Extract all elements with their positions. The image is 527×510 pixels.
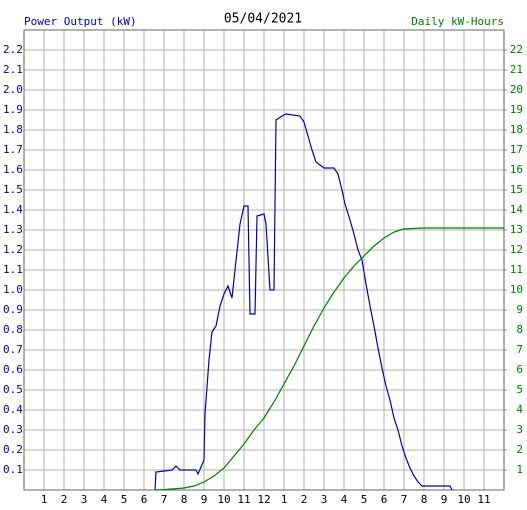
x-tick-label: 1 (41, 493, 48, 506)
y-tick-label: 1.7 (3, 143, 23, 156)
y2-tick-label: 7 (516, 343, 523, 356)
y2-tick-label: 20 (510, 83, 523, 96)
x-tick-label: 2 (61, 493, 68, 506)
y-tick-label: 0.1 (3, 463, 23, 476)
y2-tick-label: 6 (516, 363, 523, 376)
y2-tick-label: 17 (510, 143, 523, 156)
x-tick-label: 5 (121, 493, 128, 506)
y2-tick-label: 5 (516, 383, 523, 396)
x-tick-label: 3 (81, 493, 88, 506)
x-tick-label: 11 (477, 493, 490, 506)
y-tick-label: 0.9 (3, 303, 23, 316)
y2-tick-label: 8 (516, 323, 523, 336)
y-tick-label: 0.6 (3, 363, 23, 376)
y-tick-label: 1.8 (3, 123, 23, 136)
y-tick-label: 2.1 (3, 63, 23, 76)
x-tick-label: 6 (381, 493, 388, 506)
x-tick-label: 5 (361, 493, 368, 506)
y-tick-label: 0.5 (3, 383, 23, 396)
y-tick-label: 1.0 (3, 283, 23, 296)
y2-tick-label: 15 (510, 183, 523, 196)
y-tick-label: 1.9 (3, 103, 23, 116)
y2-tick-label: 10 (510, 283, 523, 296)
y-tick-label: 0.2 (3, 443, 23, 456)
chart-title: 05/04/2021 (224, 12, 302, 27)
y-tick-label: 1.6 (3, 163, 23, 176)
y-tick-label: 1.4 (3, 203, 23, 216)
y2-tick-label: 9 (516, 303, 523, 316)
x-tick-label: 8 (181, 493, 188, 506)
y-axis-title: Power Output (kW) (24, 15, 137, 28)
series-line (155, 227, 504, 491)
y-tick-label: 0.3 (3, 423, 23, 436)
y2-tick-label: 2 (516, 443, 523, 456)
x-tick-label: 10 (217, 493, 230, 506)
x-tick-label: 2 (301, 493, 308, 506)
x-tick-label: 4 (341, 493, 348, 506)
x-tick-label: 1 (281, 493, 288, 506)
y2-tick-label: 13 (510, 223, 523, 236)
y-tick-label: 0.8 (3, 323, 23, 336)
series-line (154, 113, 453, 491)
y-tick-label: 2.0 (3, 83, 23, 96)
y2-tick-label: 1 (516, 463, 523, 476)
x-tick-label: 11 (237, 493, 250, 506)
y2-tick-label: 4 (516, 403, 523, 416)
y-tick-label: 0.4 (3, 403, 23, 416)
y2-tick-label: 11 (510, 263, 523, 276)
y2-tick-label: 3 (516, 423, 523, 436)
x-tick-label: 6 (141, 493, 148, 506)
x-tick-label: 9 (441, 493, 448, 506)
y2-tick-label: 14 (510, 203, 524, 216)
x-tick-label: 4 (101, 493, 108, 506)
x-tick-label: 7 (401, 493, 408, 506)
x-tick-label: 7 (161, 493, 168, 506)
x-tick-label: 8 (421, 493, 428, 506)
plot-frame (23, 29, 505, 491)
y2-tick-label: 22 (510, 43, 523, 56)
x-tick-label: 12 (257, 493, 270, 506)
y2-tick-label: 16 (510, 163, 523, 176)
y-tick-label: 1.3 (3, 223, 23, 236)
y2-tick-label: 18 (510, 123, 523, 136)
x-tick-label: 3 (321, 493, 328, 506)
y2-tick-label: 12 (510, 243, 523, 256)
y2-tick-label: 21 (510, 63, 523, 76)
y-tick-label: 2.2 (3, 43, 23, 56)
y-tick-label: 1.1 (3, 263, 23, 276)
y2-tick-label: 19 (510, 103, 523, 116)
y-tick-label: 1.2 (3, 243, 23, 256)
y2-axis-title: Daily kW-Hours (411, 15, 504, 28)
y-tick-label: 0.7 (3, 343, 23, 356)
x-tick-label: 9 (201, 493, 208, 506)
y-tick-label: 1.5 (3, 183, 23, 196)
x-tick-label: 10 (457, 493, 470, 506)
